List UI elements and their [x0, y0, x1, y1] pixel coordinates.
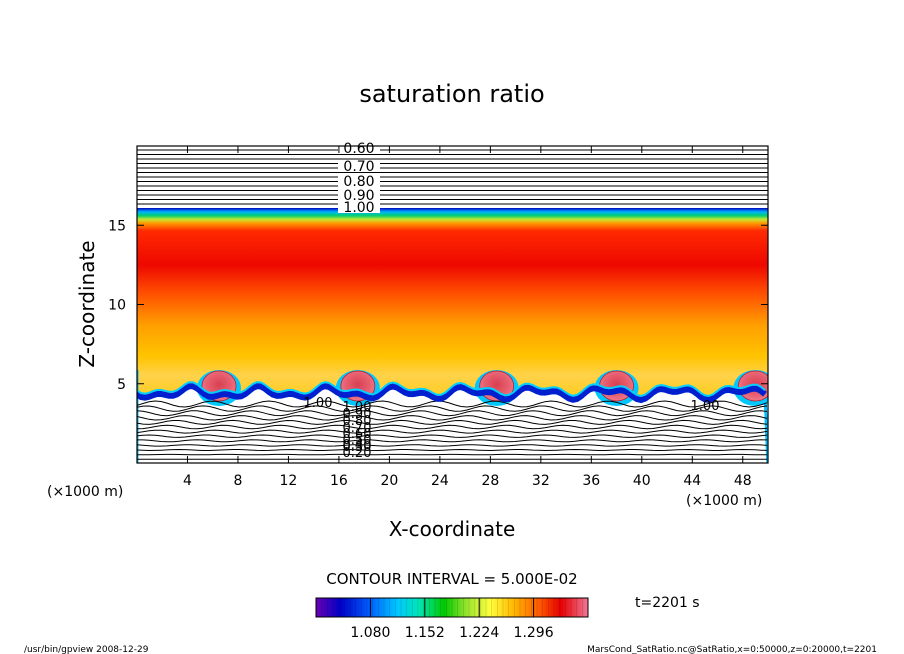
x-axis-label: X-coordinate — [389, 517, 516, 541]
contour-label-lower: 1.00 — [343, 400, 372, 415]
x-tick-label: 44 — [683, 473, 701, 489]
x-tick-label: 24 — [431, 473, 449, 489]
band-edge-cyan — [137, 381, 766, 398]
contour-label-upper: 0.90 — [343, 188, 374, 204]
x-tick-label: 8 — [233, 473, 242, 489]
contour-line — [137, 405, 768, 412]
contour-label-bg — [338, 143, 380, 154]
contour-interval-label: CONTOUR INTERVAL = 5.000E-02 — [326, 570, 577, 588]
contour-label-lower: 0.50 — [343, 433, 372, 448]
colorbar-tick-label: 1.152 — [405, 625, 445, 641]
contour-label-side: 1.00 — [304, 396, 333, 411]
contour-label-upper: 0.70 — [343, 159, 374, 175]
contour-label-upper: 0.60 — [343, 141, 374, 157]
contour-label-side: 1.00 — [691, 399, 720, 414]
contour-label-bg — [338, 202, 380, 213]
contour-label-lower: 0.60 — [343, 427, 372, 442]
x-tick-label: 36 — [582, 473, 600, 489]
contour-label-upper: 0.80 — [343, 174, 374, 190]
contour-line — [137, 439, 768, 443]
x-unit-left: (×1000 m) — [47, 484, 123, 500]
x-tick-label: 40 — [633, 473, 651, 489]
footer-left: /usr/bin/gpview 2008-12-29 — [24, 645, 149, 654]
upper-contours — [137, 149, 768, 205]
contour-label-lower: 0.90 — [343, 407, 372, 422]
contour-line — [137, 415, 768, 421]
contour-line — [137, 434, 768, 438]
x-tick-label: 12 — [280, 473, 298, 489]
contour-label-lower: 0.80 — [343, 414, 372, 429]
plot-area — [137, 149, 768, 463]
contour-label-upper: 1.00 — [343, 200, 374, 216]
contour-line — [137, 419, 768, 425]
contour-label-bg — [338, 176, 380, 187]
time-label: t=2201 s — [635, 595, 700, 611]
contour-line — [137, 444, 768, 447]
contour-line — [137, 400, 768, 408]
contour-label-bg — [338, 190, 380, 201]
lower-contours — [137, 400, 768, 460]
saturated-band — [137, 208, 768, 398]
band-edge-blue — [137, 383, 767, 404]
y-tick-label: 15 — [108, 218, 126, 234]
contour-label-bg — [338, 161, 380, 172]
colorbar-tick-label: 1.080 — [350, 625, 390, 641]
x-tick-label: 28 — [481, 473, 499, 489]
footer-right: MarsCond_SatRatio.nc@SatRatio,x=0:50000,… — [587, 645, 877, 654]
contour-label-lower: 0.40 — [343, 438, 372, 453]
x-tick-label: 32 — [532, 473, 550, 489]
colorbar-tick-label: 1.296 — [514, 625, 554, 641]
y-tick-label: 5 — [117, 377, 126, 393]
y-tick-label: 10 — [108, 298, 126, 314]
x-unit-right: (×1000 m) — [686, 493, 762, 509]
contour-line — [137, 448, 768, 452]
contour-line — [137, 429, 768, 434]
contour-label-lower: 0.30 — [343, 440, 372, 455]
x-tick-label: 48 — [734, 473, 752, 489]
y-axis-label: Z-coordinate — [75, 240, 99, 367]
chart-title: saturation ratio — [359, 80, 544, 108]
contour-label-lower: 0.70 — [343, 421, 372, 436]
x-tick-label: 16 — [330, 473, 348, 489]
colorbar — [315, 597, 589, 618]
x-tick-label: 20 — [380, 473, 398, 489]
x-tick-label: 4 — [183, 473, 192, 489]
contour-line — [137, 410, 768, 417]
colorbar-tick-label: 1.224 — [459, 625, 499, 641]
contour-label-lower: 0.20 — [343, 446, 372, 461]
contour-line — [137, 424, 768, 430]
